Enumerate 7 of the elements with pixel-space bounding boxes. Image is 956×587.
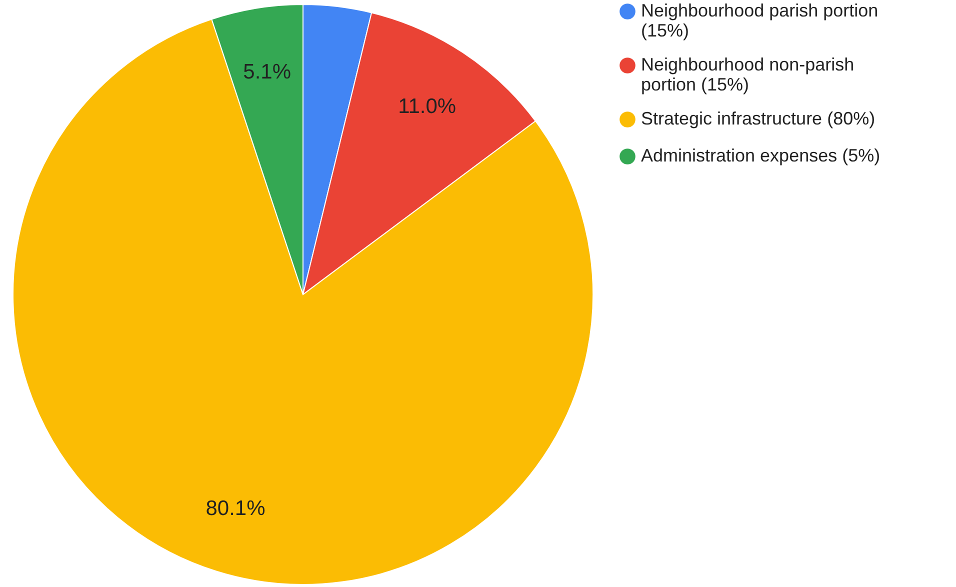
data-label: 11.0% — [398, 94, 456, 118]
legend-label: Administration expenses (5%) — [641, 146, 880, 166]
legend-label: Neighbourhood non-parish portion (15%) — [641, 54, 854, 94]
data-label: 5.1% — [243, 60, 292, 84]
legend-label: Strategic infrastructure (80%) — [641, 108, 876, 128]
data-label: 80.1% — [206, 497, 266, 520]
legend-label: Neighbourhood parish portion (15%) — [641, 0, 878, 40]
